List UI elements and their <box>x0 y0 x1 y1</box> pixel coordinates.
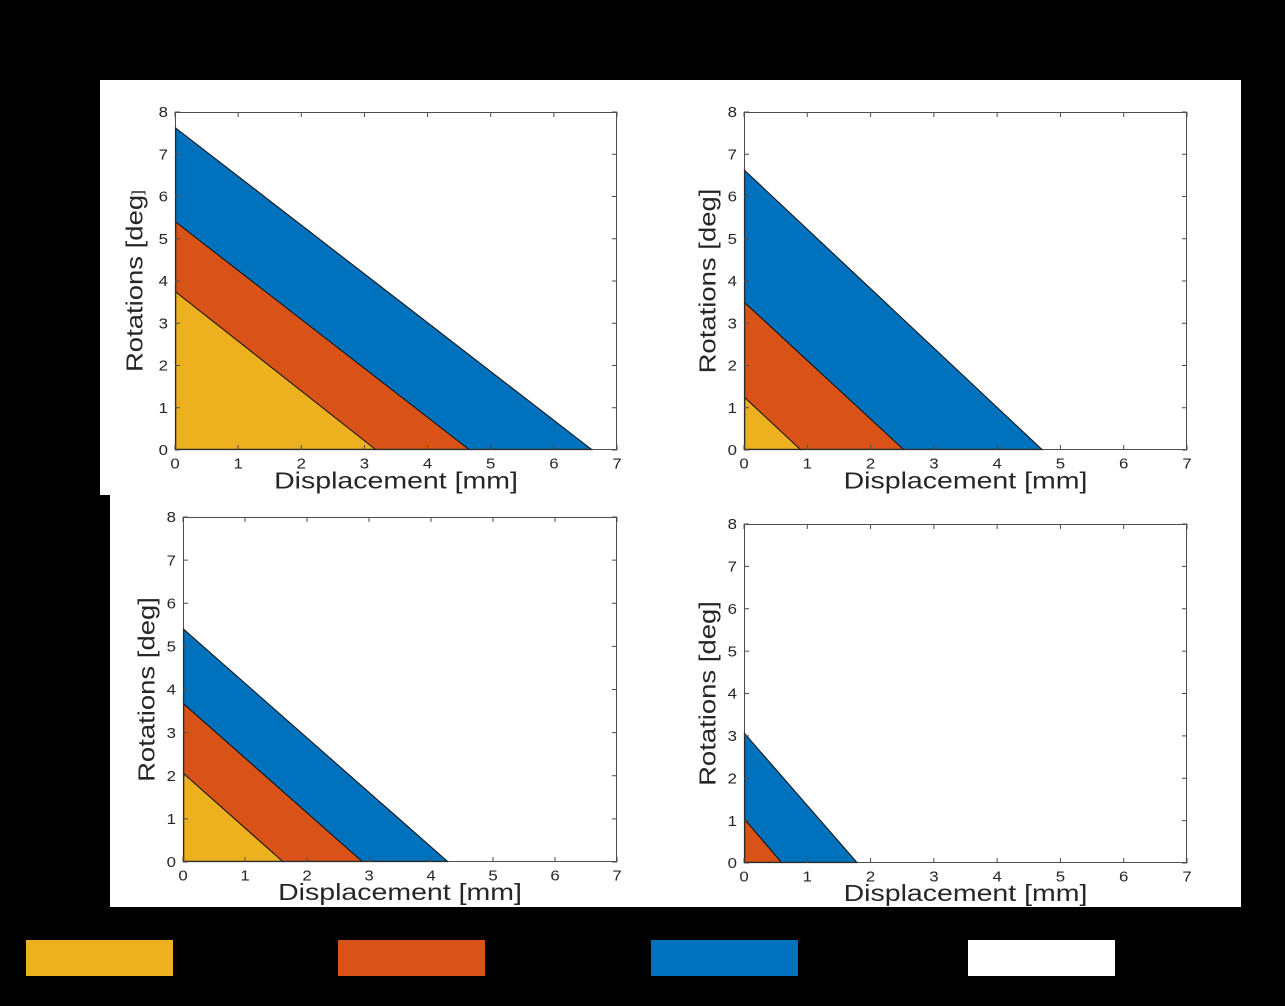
svg-text:0: 0 <box>728 856 737 872</box>
svg-text:0: 0 <box>178 868 187 884</box>
svg-text:4: 4 <box>992 869 1001 885</box>
svg-text:7: 7 <box>159 147 168 163</box>
svg-text:3: 3 <box>929 869 938 885</box>
svg-text:0: 0 <box>739 869 748 885</box>
svg-text:2: 2 <box>167 769 176 785</box>
svg-text:Displacement [mm]: Displacement [mm] <box>844 880 1088 907</box>
svg-text:0: 0 <box>728 443 737 459</box>
svg-text:6: 6 <box>728 602 737 618</box>
svg-text:5: 5 <box>728 232 737 248</box>
svg-text:7: 7 <box>728 147 737 163</box>
svg-text:1: 1 <box>159 401 168 417</box>
svg-text:2: 2 <box>302 868 311 884</box>
svg-text:4: 4 <box>728 274 737 290</box>
svg-text:1: 1 <box>233 456 242 472</box>
svg-text:2: 2 <box>866 869 875 885</box>
svg-text:3: 3 <box>360 456 369 472</box>
svg-text:5: 5 <box>167 639 176 655</box>
svg-text:1: 1 <box>167 812 176 828</box>
svg-text:5: 5 <box>486 456 495 472</box>
svg-text:1: 1 <box>803 869 812 885</box>
svg-text:7: 7 <box>612 868 621 884</box>
svg-text:4: 4 <box>167 682 176 698</box>
svg-text:5: 5 <box>159 232 168 248</box>
svg-text:4: 4 <box>423 456 432 472</box>
svg-text:2: 2 <box>728 358 737 374</box>
svg-text:2: 2 <box>159 358 168 374</box>
svg-text:Rotations [deg]: Rotations [deg] <box>122 190 148 372</box>
svg-text:6: 6 <box>728 189 737 205</box>
svg-text:Displacement [mm]: Displacement [mm] <box>274 467 518 494</box>
svg-text:2: 2 <box>728 771 737 787</box>
svg-text:7: 7 <box>167 553 176 569</box>
svg-text:8: 8 <box>728 517 737 533</box>
svg-text:5: 5 <box>728 644 737 660</box>
svg-text:3: 3 <box>167 726 176 742</box>
svg-text:3: 3 <box>364 868 373 884</box>
svg-text:3: 3 <box>728 316 737 332</box>
svg-text:7: 7 <box>1182 869 1191 885</box>
svg-text:3: 3 <box>159 316 168 332</box>
svg-text:Rotations [deg]: Rotations [deg] <box>695 601 721 786</box>
svg-text:5: 5 <box>1056 456 1065 472</box>
svg-text:Rotations [deg]: Rotations [deg] <box>695 189 721 374</box>
svg-text:7: 7 <box>612 456 621 472</box>
svg-text:6: 6 <box>159 189 168 205</box>
svg-text:0: 0 <box>167 855 176 871</box>
svg-text:1: 1 <box>803 456 812 472</box>
svg-text:4: 4 <box>728 686 737 702</box>
svg-text:4: 4 <box>426 868 435 884</box>
svg-text:5: 5 <box>488 868 497 884</box>
svg-text:0: 0 <box>170 456 179 472</box>
svg-text:1: 1 <box>728 401 737 417</box>
svg-text:4: 4 <box>159 274 168 290</box>
svg-text:3: 3 <box>728 729 737 745</box>
svg-text:0: 0 <box>739 456 748 472</box>
svg-text:1: 1 <box>240 868 249 884</box>
svg-text:6: 6 <box>549 456 558 472</box>
svg-text:4: 4 <box>992 456 1001 472</box>
svg-text:8: 8 <box>728 105 737 121</box>
svg-text:Displacement [mm]: Displacement [mm] <box>278 879 522 906</box>
svg-text:0: 0 <box>159 443 168 459</box>
svg-text:7: 7 <box>1182 456 1191 472</box>
svg-text:1: 1 <box>728 814 737 830</box>
svg-text:5: 5 <box>1056 869 1065 885</box>
svg-text:7: 7 <box>728 559 737 575</box>
svg-text:2: 2 <box>866 456 875 472</box>
svg-text:6: 6 <box>1119 456 1128 472</box>
svg-text:6: 6 <box>1119 869 1128 885</box>
svg-text:6: 6 <box>550 868 559 884</box>
svg-text:3: 3 <box>929 456 938 472</box>
svg-text:2: 2 <box>297 456 306 472</box>
svg-text:6: 6 <box>167 596 176 612</box>
svg-text:Displacement [mm]: Displacement [mm] <box>844 467 1088 494</box>
svg-text:Rotations [deg]: Rotations [deg] <box>134 597 160 782</box>
svg-text:8: 8 <box>159 105 168 121</box>
svg-text:8: 8 <box>167 510 176 526</box>
